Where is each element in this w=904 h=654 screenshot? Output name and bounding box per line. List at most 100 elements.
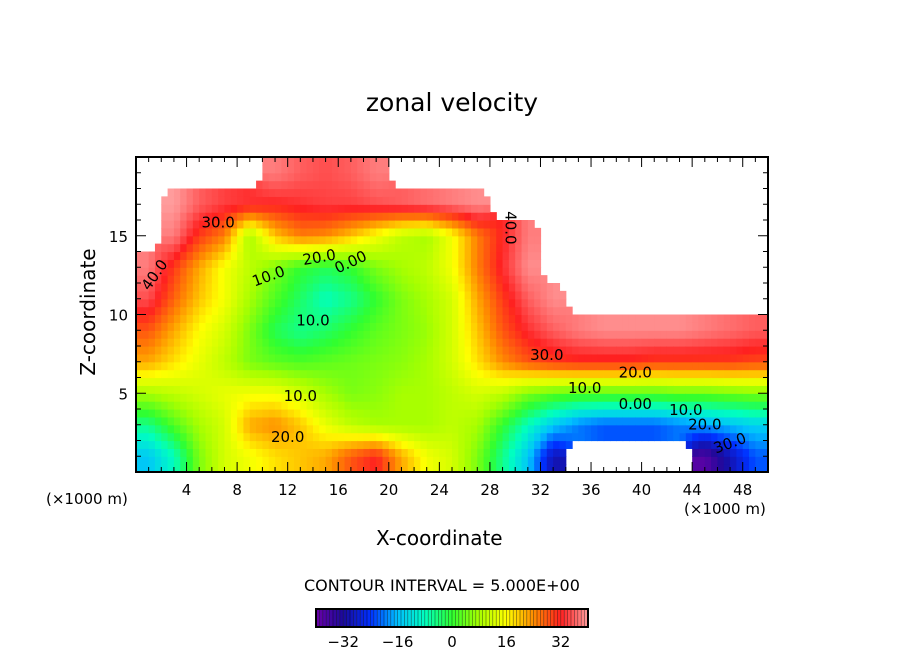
heatmap-cell: [136, 330, 143, 339]
colorbar-segment: [452, 609, 456, 627]
heatmap-cell: [572, 361, 579, 371]
heatmap-cell: [312, 220, 320, 229]
heatmap-cell: [300, 164, 308, 174]
heatmap-cell: [376, 424, 384, 434]
heatmap-cell: [211, 456, 219, 465]
heatmap-cell: [388, 385, 396, 394]
heatmap-cell: [477, 361, 485, 371]
heatmap-cell: [458, 275, 466, 284]
heatmap-cell: [344, 456, 352, 465]
heatmap-cell: [559, 401, 567, 410]
heatmap-cell: [508, 385, 516, 394]
heatmap-cell: [433, 464, 440, 473]
heatmap-cell: [224, 259, 232, 268]
heatmap-cell: [742, 369, 750, 379]
heatmap-cell: [237, 385, 245, 394]
heatmap-cell: [376, 401, 384, 410]
heatmap-cell: [287, 188, 295, 197]
heatmap-cell: [211, 330, 219, 339]
heatmap-cell: [673, 409, 681, 418]
heatmap-cell: [167, 290, 175, 300]
heatmap-cell: [211, 361, 219, 371]
heatmap-cell: [357, 259, 365, 268]
heatmap-cell: [439, 204, 447, 213]
heatmap-cell: [458, 212, 466, 221]
heatmap-cell: [256, 275, 263, 284]
heatmap-cell: [199, 353, 207, 363]
heatmap-cell: [294, 401, 301, 410]
heatmap-cell: [749, 464, 756, 473]
heatmap-cell: [357, 377, 365, 386]
heatmap-cell: [136, 409, 143, 418]
heatmap-cell: [186, 353, 194, 363]
heatmap-cell: [319, 204, 327, 213]
heatmap-cell: [502, 235, 510, 245]
heatmap-cell: [173, 235, 181, 245]
heatmap-cell: [515, 353, 523, 363]
heatmap-cell: [249, 259, 257, 268]
heatmap-cell: [666, 322, 674, 331]
heatmap-cell: [439, 298, 447, 308]
heatmap-cell: [698, 338, 706, 347]
heatmap-cell: [249, 401, 257, 410]
heatmap-cell: [262, 180, 270, 190]
x-tick-label: 36: [581, 481, 600, 499]
heatmap-cell: [496, 369, 504, 379]
heatmap-cell: [357, 180, 365, 190]
heatmap-cell: [287, 227, 295, 237]
heatmap-cell: [218, 235, 226, 245]
heatmap-cell: [268, 424, 276, 434]
heatmap-cell: [420, 243, 428, 253]
heatmap-cell: [192, 322, 200, 331]
heatmap-cell: [401, 306, 409, 316]
heatmap-cell: [136, 401, 143, 410]
heatmap-cell: [723, 393, 731, 402]
heatmap-cell: [331, 361, 339, 371]
heatmap-cell: [458, 393, 466, 402]
heatmap-cell: [508, 338, 516, 347]
heatmap-cell: [521, 251, 529, 260]
heatmap-cell: [268, 204, 276, 213]
heatmap-cell: [647, 353, 655, 363]
heatmap-cell: [464, 456, 472, 465]
heatmap-cell: [312, 409, 320, 418]
heatmap-cell: [414, 212, 421, 221]
heatmap-cell: [534, 353, 542, 363]
heatmap-cell: [420, 361, 428, 371]
heatmap-cell: [237, 416, 245, 426]
heatmap-cell: [350, 314, 358, 323]
heatmap-cell: [666, 338, 674, 347]
heatmap-cell: [717, 377, 725, 386]
heatmap-cell: [344, 409, 352, 418]
heatmap-cell: [660, 401, 668, 410]
heatmap-cell: [306, 416, 314, 426]
heatmap-cell: [433, 196, 440, 205]
heatmap-cell: [281, 188, 289, 197]
heatmap-cell: [363, 243, 371, 253]
heatmap-cell: [711, 330, 719, 339]
heatmap-cell: [319, 283, 327, 292]
heatmap-cell: [350, 416, 358, 426]
heatmap-cell: [325, 409, 333, 418]
heatmap-cell: [136, 377, 143, 386]
heatmap-cell: [281, 204, 289, 213]
heatmap-cell: [154, 416, 162, 426]
heatmap-cell: [647, 346, 655, 355]
heatmap-cell: [483, 306, 491, 316]
heatmap-cell: [445, 346, 453, 355]
heatmap-cell: [376, 440, 384, 449]
heatmap-cell: [154, 432, 162, 442]
heatmap-cell: [211, 204, 219, 213]
heatmap-cell: [534, 401, 542, 410]
heatmap-cell: [610, 424, 617, 434]
heatmap-cell: [186, 235, 194, 245]
heatmap-cell: [331, 290, 339, 300]
heatmap-cell: [458, 196, 466, 205]
heatmap-cell: [508, 369, 516, 379]
heatmap-cell: [742, 314, 750, 323]
heatmap-cell: [534, 314, 542, 323]
heatmap-cell: [224, 393, 232, 402]
heatmap-cell: [515, 322, 523, 331]
heatmap-cell: [546, 290, 554, 300]
heatmap-cell: [388, 235, 396, 245]
